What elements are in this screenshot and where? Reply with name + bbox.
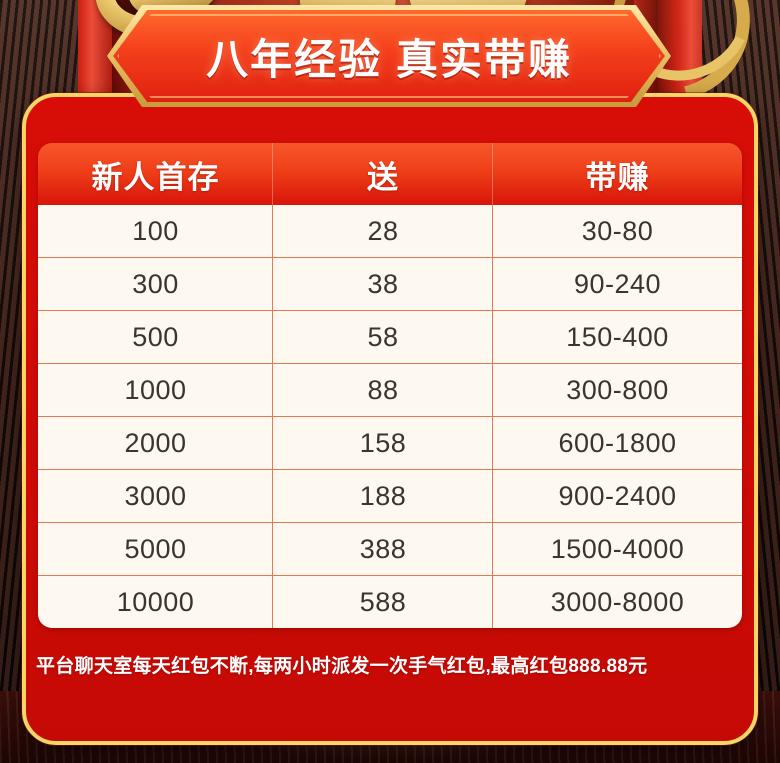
table-row: 3000 188 900-2400 bbox=[38, 469, 742, 522]
cell-deposit: 500 bbox=[38, 311, 273, 363]
cell-bonus: 158 bbox=[273, 417, 493, 469]
cell-earn: 3000-8000 bbox=[550, 586, 685, 617]
promo-footnote: 平台聊天室每天红包不断,每两小时派发一次手气红包,最高红包888.88元 bbox=[36, 656, 648, 677]
cell-deposit: 1000 bbox=[38, 364, 273, 416]
table-body: 100 28 30-80 300 38 90-240 500 58 150-40… bbox=[38, 205, 742, 628]
deposit-bonus-table: 新人首存 送 带赚 100 28 30-80 300 38 90-240 500… bbox=[38, 143, 742, 628]
column-header-earn: 带赚 bbox=[585, 159, 650, 195]
cell-deposit: 300 bbox=[38, 258, 273, 310]
cell-bonus: 188 bbox=[273, 470, 493, 522]
table-row: 2000 158 600-1800 bbox=[38, 416, 742, 469]
cell-bonus: 28 bbox=[273, 205, 493, 257]
column-header-deposit: 新人首存 bbox=[38, 143, 273, 205]
cell-deposit: 10000 bbox=[38, 576, 273, 628]
cell-bonus: 388 bbox=[273, 523, 493, 575]
table-row: 500 58 150-400 bbox=[38, 310, 742, 363]
title-ribbon: 八年经验 真实带赚 bbox=[113, 10, 665, 102]
cell-earn: 300-800 bbox=[566, 374, 669, 405]
cell-earn: 900-2400 bbox=[558, 480, 677, 511]
table-row: 5000 388 1500-4000 bbox=[38, 522, 742, 575]
cell-earn: 150-400 bbox=[566, 321, 669, 352]
table-header-row: 新人首存 送 带赚 bbox=[38, 143, 742, 205]
page-title: 八年经验 真实带赚 bbox=[206, 35, 572, 83]
cell-deposit: 2000 bbox=[38, 417, 273, 469]
cell-earn: 1500-4000 bbox=[550, 533, 685, 564]
cell-earn: 600-1800 bbox=[558, 427, 677, 458]
cell-deposit: 5000 bbox=[38, 523, 273, 575]
table-row: 10000 588 3000-8000 bbox=[38, 575, 742, 628]
cell-deposit: 3000 bbox=[38, 470, 273, 522]
table-row: 300 38 90-240 bbox=[38, 257, 742, 310]
cell-earn: 90-240 bbox=[573, 268, 662, 299]
cell-earn: 30-80 bbox=[581, 215, 654, 246]
cell-bonus: 88 bbox=[273, 364, 493, 416]
title-ribbon-inner-line bbox=[117, 14, 661, 98]
table-row: 100 28 30-80 bbox=[38, 205, 742, 257]
table-row: 1000 88 300-800 bbox=[38, 363, 742, 416]
cell-bonus: 38 bbox=[273, 258, 493, 310]
column-header-bonus: 送 bbox=[273, 143, 493, 205]
cell-bonus: 588 bbox=[273, 576, 493, 628]
cell-deposit: 100 bbox=[38, 205, 273, 257]
cell-bonus: 58 bbox=[273, 311, 493, 363]
